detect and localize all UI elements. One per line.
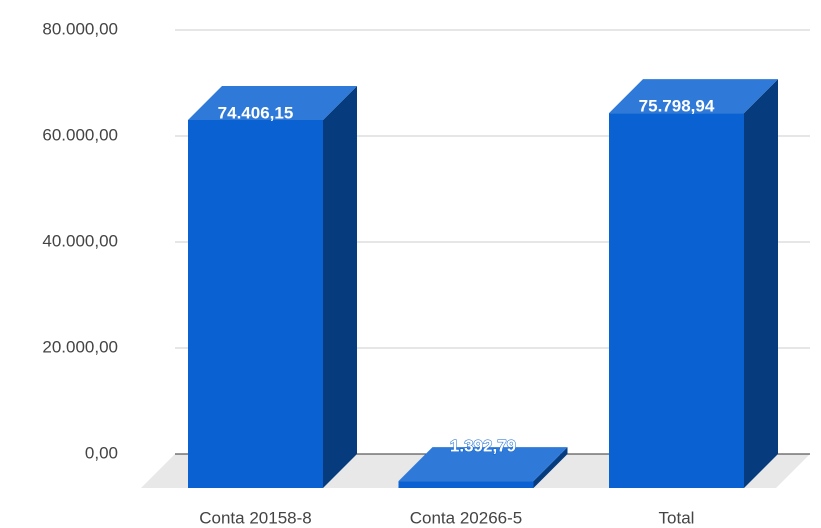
x-tick-label: Total — [659, 508, 695, 527]
bar-front — [188, 119, 323, 489]
y-tick-label: 80.000,00 — [42, 19, 118, 38]
bar-top — [609, 79, 778, 114]
y-tick-label: 60.000,00 — [42, 125, 118, 144]
bar-top — [398, 447, 568, 482]
bar-side — [533, 447, 568, 488]
value-label: 74.406,15 — [218, 103, 294, 122]
x-tick-label: Conta 20158-8 — [199, 508, 311, 527]
value-label: 1.392,79 — [450, 437, 516, 456]
bar-front — [398, 481, 534, 488]
bar — [188, 85, 357, 489]
bar-side — [323, 85, 357, 489]
value-label: 75.798,94 — [639, 97, 715, 116]
bar — [609, 79, 778, 488]
x-tick-label: Conta 20266-5 — [410, 508, 522, 527]
y-tick-label: 40.000,00 — [42, 231, 118, 250]
bar-top — [188, 85, 357, 120]
bar — [398, 447, 568, 488]
bar-side — [744, 79, 778, 488]
y-tick-label: 20.000,00 — [42, 337, 118, 356]
bar-front — [609, 113, 744, 488]
y-tick-label: 0,00 — [85, 443, 118, 462]
